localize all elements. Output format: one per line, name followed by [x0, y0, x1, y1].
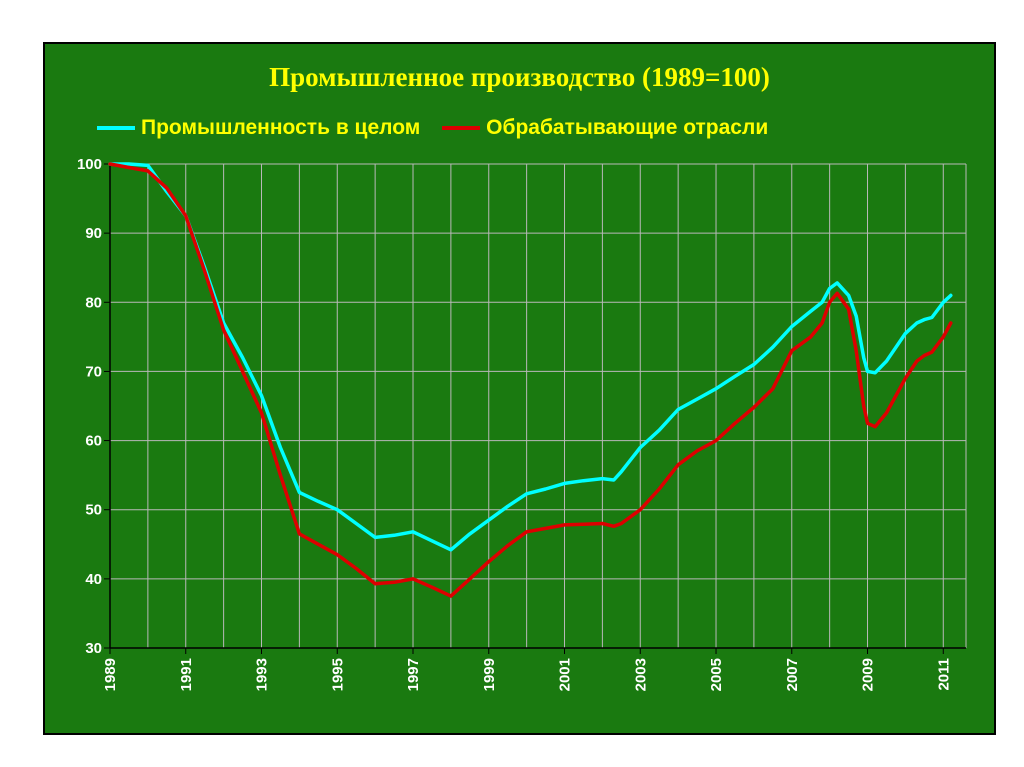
y-tick-label: 60	[85, 433, 102, 450]
x-tick-label: 1999	[481, 658, 498, 691]
x-tick-label: 2003	[632, 658, 649, 691]
series-line-manufacturing	[108, 162, 953, 598]
legend-label-total: Промышленность в целом	[141, 116, 421, 139]
plot-area	[110, 164, 966, 648]
x-tick-label: 1993	[254, 658, 271, 691]
x-tick-label: 2007	[784, 658, 801, 691]
y-tick-label: 40	[85, 571, 102, 588]
y-tick-label: 90	[85, 225, 102, 242]
x-tick-label: 2011	[935, 658, 952, 691]
series-line-total	[108, 162, 953, 552]
x-tick-label: 1995	[329, 658, 346, 691]
y-tick-label: 50	[85, 502, 102, 519]
y-tick-label: 100	[77, 156, 102, 173]
legend-label-manufacturing: Обрабатывающие отрасли	[486, 116, 769, 139]
y-tick-label: 30	[85, 640, 102, 657]
x-tick-label: 2005	[708, 658, 725, 691]
legend-swatch-manufacturing	[442, 126, 481, 130]
legend-swatch-total	[97, 126, 135, 130]
legend: Промышленность в целом Обрабатывающие от…	[97, 112, 784, 140]
legend-item-total: Промышленность в целом	[97, 116, 420, 140]
y-tick-label: 80	[85, 294, 102, 311]
x-tick-label: 2009	[860, 658, 877, 691]
x-tick-label: 1991	[178, 658, 195, 691]
x-tick-label: 1989	[102, 658, 119, 691]
legend-item-manufacturing: Обрабатывающие отрасли	[442, 116, 768, 140]
chart-title: Промышленное производство (1989=100)	[269, 62, 770, 92]
y-tick-label: 70	[85, 363, 102, 380]
x-tick-label: 1997	[405, 658, 422, 691]
x-tick-label: 2001	[557, 658, 574, 691]
